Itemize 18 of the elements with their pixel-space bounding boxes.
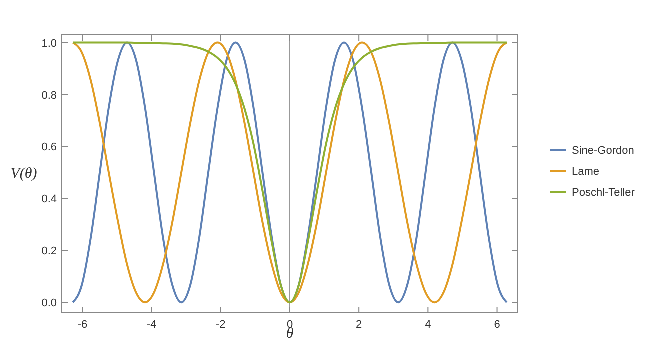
x-tick-label: 6 (494, 319, 500, 331)
legend-label: Sine-Gordon (572, 145, 634, 157)
legend-label: Lame (572, 166, 600, 178)
y-tick-label: 0.8 (42, 90, 57, 102)
y-tick-label: 0.4 (42, 194, 57, 206)
y-axis-title: V(θ) (10, 166, 38, 182)
x-tick-label: -4 (146, 319, 157, 331)
x-tick-label: -2 (216, 319, 226, 331)
y-tick-label: 0.6 (42, 142, 57, 154)
x-tick-label: -6 (78, 319, 88, 331)
y-tick-label: 0.0 (42, 298, 57, 310)
y-tick-label: 1.0 (42, 38, 57, 50)
y-tick-label: 0.2 (42, 246, 57, 258)
x-axis-title: θ (286, 326, 294, 342)
legend-label: Poschl-Teller (572, 187, 636, 199)
x-tick-label: 4 (425, 319, 432, 331)
line-series (72, 42, 508, 304)
x-tick-label: 2 (356, 319, 362, 331)
